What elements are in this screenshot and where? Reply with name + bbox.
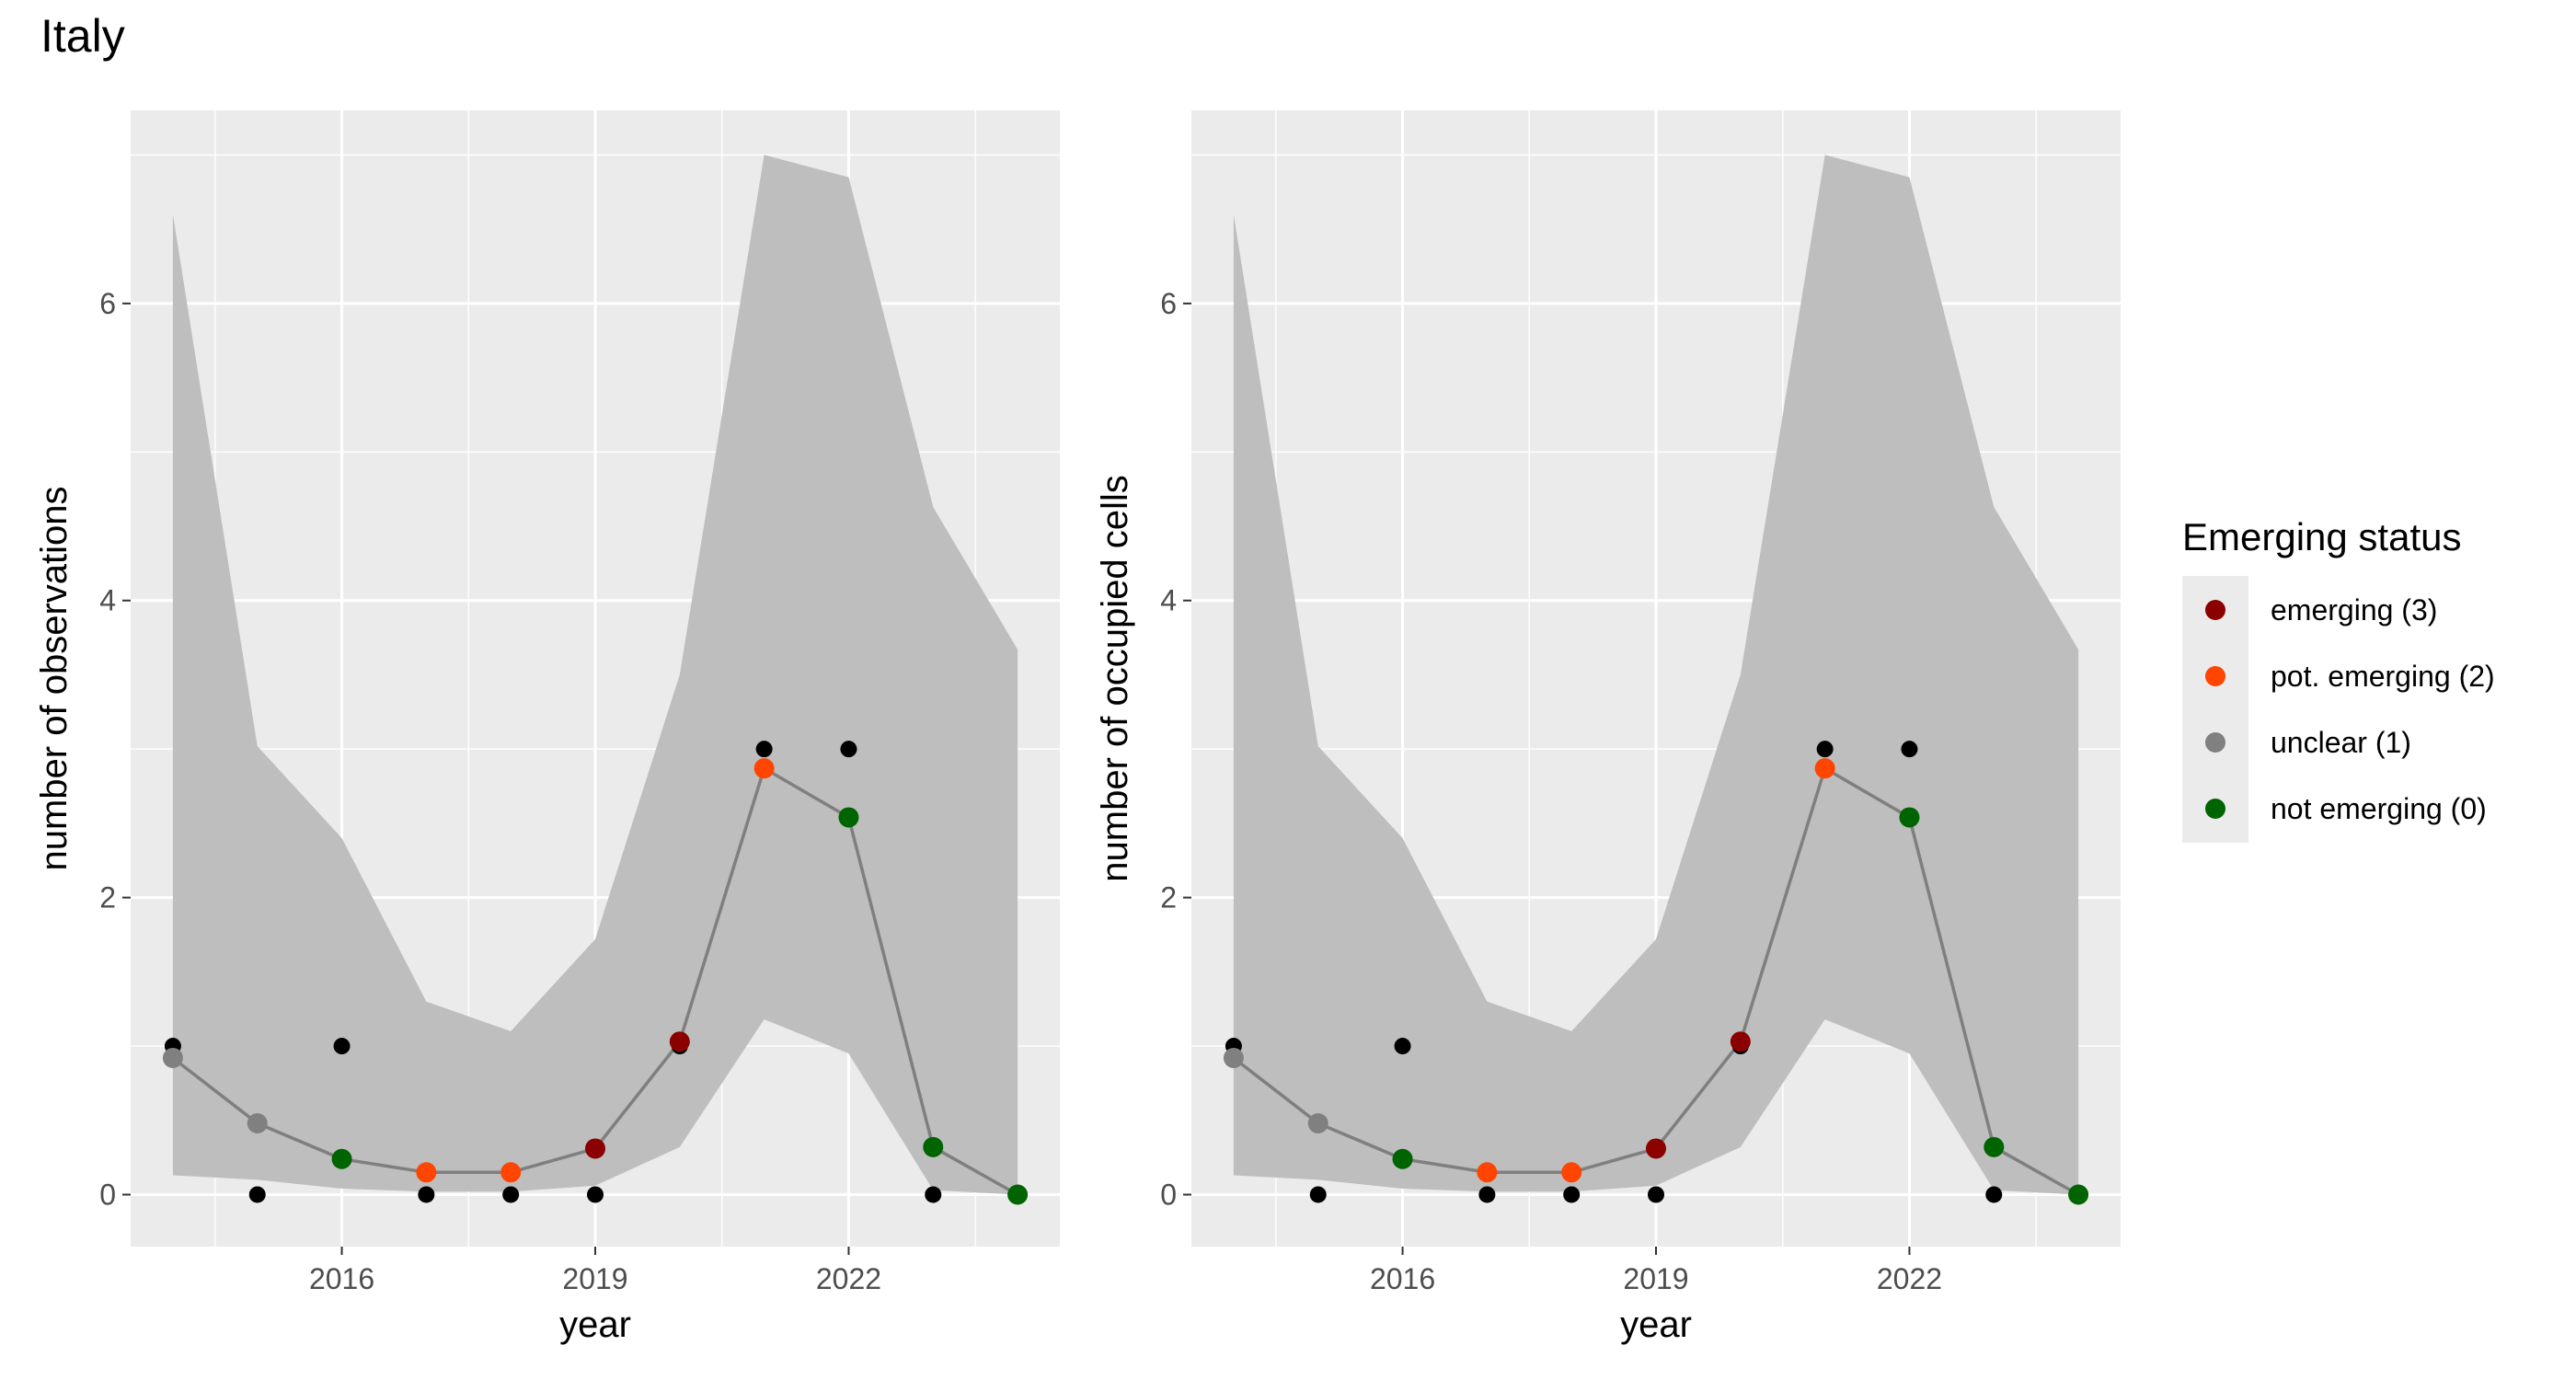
y-tick-label: 2	[99, 881, 116, 914]
fitted-point	[838, 807, 859, 828]
x-tick-label: 2016	[1370, 1262, 1435, 1295]
observed-point	[1985, 1186, 2003, 1203]
observed-point	[1901, 741, 1918, 758]
legend-key-1	[2205, 732, 2225, 753]
fitted-point	[585, 1138, 605, 1159]
fitted-point	[923, 1136, 944, 1157]
y-axis-title: number of occupied cells	[1095, 475, 1135, 881]
observed-point	[248, 1186, 266, 1203]
panel-2: 0 2 4 6 2016 2019 2022 year number of occupied c…	[1095, 110, 2121, 1345]
observed-point	[1309, 1186, 1327, 1203]
fitted-point	[500, 1162, 522, 1183]
x-tick-label: 2016	[309, 1262, 374, 1295]
observed-point	[333, 1038, 351, 1055]
page-title: Italy	[40, 10, 125, 62]
fitted-point	[1646, 1138, 1666, 1159]
observed-point	[755, 741, 773, 758]
fitted-point	[1007, 1184, 1029, 1205]
observed-point	[1563, 1186, 1581, 1203]
observed-point	[1478, 1186, 1496, 1203]
observed-point	[502, 1186, 520, 1203]
x-tick-label: 2019	[1623, 1262, 1688, 1295]
x-axis-title: year	[1620, 1305, 1692, 1345]
fitted-point	[1814, 758, 1835, 779]
x-tick-label: 2022	[1877, 1262, 1942, 1295]
y-tick-label: 4	[1160, 584, 1177, 617]
observed-point	[587, 1186, 604, 1203]
legend-label: not emerging (0)	[2271, 792, 2487, 825]
legend-label: unclear (1)	[2271, 726, 2411, 759]
fitted-point	[1307, 1113, 1328, 1134]
y-axis-title: number of observations	[34, 486, 75, 870]
legend-key-0	[2205, 799, 2225, 819]
fitted-point	[1899, 807, 1920, 828]
fitted-point	[1392, 1148, 1413, 1169]
observed-point	[1394, 1038, 1411, 1055]
fitted-point	[753, 758, 775, 779]
y-tick-label: 0	[99, 1178, 116, 1211]
observed-point	[840, 741, 857, 758]
legend-title: Emerging status	[2182, 515, 2461, 558]
legend-key-3	[2205, 600, 2225, 620]
fitted-point	[2068, 1184, 2089, 1205]
observed-point	[418, 1186, 435, 1203]
confidence-band	[1233, 155, 2079, 1195]
y-tick-label: 6	[1160, 287, 1177, 320]
observed-point	[1648, 1186, 1664, 1203]
y-tick-label: 4	[99, 584, 116, 617]
panel-1: 0 2 4 6 2016 2019 2022 year number of observatio…	[34, 110, 1060, 1345]
y-tick-label: 0	[1160, 1178, 1177, 1211]
fitted-point	[1561, 1162, 1582, 1183]
legend-key-2	[2205, 666, 2225, 686]
fitted-point	[1984, 1136, 2005, 1157]
fitted-point	[1730, 1031, 1751, 1052]
legend-label: pot. emerging (2)	[2271, 660, 2495, 693]
x-axis-title: year	[559, 1305, 631, 1345]
x-tick-label: 2022	[816, 1262, 881, 1295]
fitted-point	[669, 1031, 690, 1052]
y-tick-label: 2	[1160, 881, 1177, 914]
x-tick-label: 2019	[562, 1262, 627, 1295]
fitted-point	[416, 1162, 437, 1183]
observed-point	[925, 1186, 942, 1203]
fitted-point	[247, 1113, 268, 1134]
fitted-point	[1223, 1047, 1244, 1068]
observed-point	[1816, 741, 1834, 758]
confidence-band	[172, 155, 1018, 1195]
y-tick-label: 6	[99, 287, 116, 320]
legend-key-background	[2182, 576, 2248, 843]
legend: Emerging status emerging (3) pot. emerging…	[2182, 515, 2495, 843]
fitted-point	[331, 1148, 352, 1169]
legend-label: emerging (3)	[2271, 593, 2437, 627]
fitted-point	[1477, 1162, 1498, 1183]
fitted-point	[162, 1047, 183, 1068]
